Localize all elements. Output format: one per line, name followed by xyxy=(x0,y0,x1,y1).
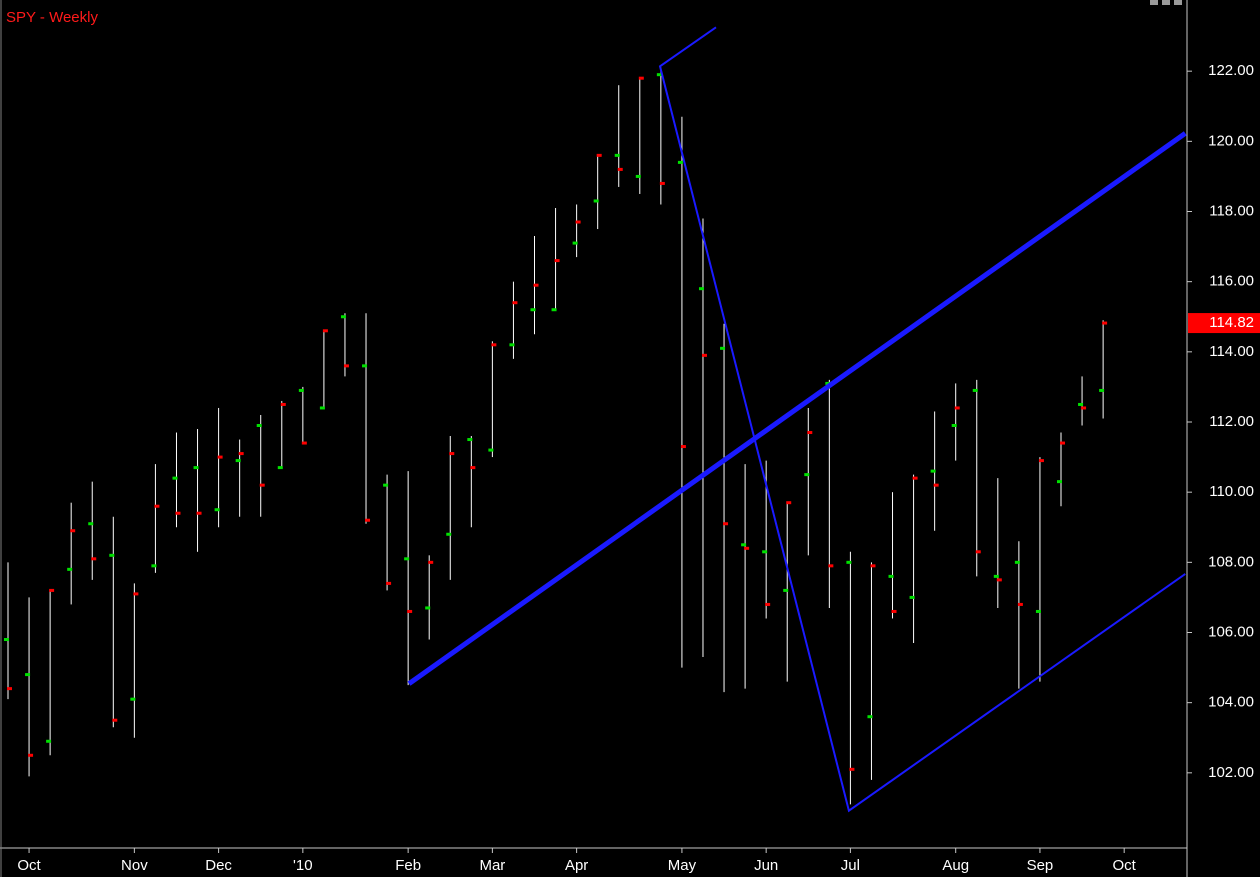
y-tick-label: 114.00 xyxy=(1209,343,1254,360)
window-button[interactable] xyxy=(1162,0,1170,5)
y-tick-label: 112.00 xyxy=(1209,413,1254,430)
x-tick-label: Aug xyxy=(942,857,969,874)
y-tick-label: 118.00 xyxy=(1209,202,1254,219)
x-tick-label: May xyxy=(668,857,697,874)
x-tick-label: Oct xyxy=(17,857,41,874)
y-tick-label: 106.00 xyxy=(1208,623,1254,640)
x-tick-label: Feb xyxy=(395,857,421,874)
y-tick-label: 110.00 xyxy=(1209,483,1254,500)
x-tick-label: Oct xyxy=(1113,857,1137,874)
trend-line xyxy=(407,131,1187,686)
window-button[interactable] xyxy=(1174,0,1182,5)
last-price-label: 114.82 xyxy=(1209,314,1254,331)
x-tick-label: Apr xyxy=(565,857,588,874)
y-tick-label: 108.00 xyxy=(1208,553,1254,570)
chart-title: SPY - Weekly xyxy=(6,9,98,26)
y-tick-label: 102.00 xyxy=(1208,764,1254,781)
x-tick-label: Jun xyxy=(754,857,778,874)
trend-line xyxy=(658,26,1186,813)
plot-area xyxy=(4,26,1187,813)
last-price-box xyxy=(1188,313,1260,334)
x-tick-label: Nov xyxy=(121,857,148,874)
y-tick-label: 122.00 xyxy=(1208,62,1254,79)
x-tick-label: '10 xyxy=(293,857,313,874)
y-tick-label: 116.00 xyxy=(1209,273,1254,290)
window-button[interactable] xyxy=(1150,0,1158,5)
x-tick-label: Mar xyxy=(479,857,505,874)
y-tick-label: 120.00 xyxy=(1208,132,1254,149)
x-tick-label: Dec xyxy=(205,857,232,874)
y-tick-label: 104.00 xyxy=(1208,694,1254,711)
x-tick-label: Sep xyxy=(1027,857,1054,874)
x-tick-label: Jul xyxy=(841,857,860,874)
